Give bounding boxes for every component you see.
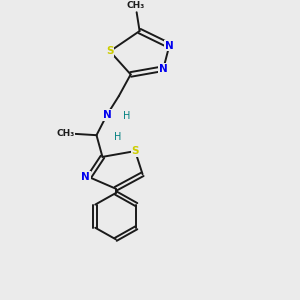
Text: H: H	[114, 132, 121, 142]
Text: N: N	[159, 64, 168, 74]
Text: S: S	[106, 46, 114, 56]
Text: N: N	[103, 110, 111, 120]
Text: N: N	[165, 40, 174, 50]
Text: CH₃: CH₃	[126, 1, 144, 10]
Text: S: S	[131, 146, 139, 156]
Text: H: H	[122, 111, 130, 122]
Text: CH₃: CH₃	[56, 129, 74, 138]
Text: N: N	[81, 172, 90, 182]
